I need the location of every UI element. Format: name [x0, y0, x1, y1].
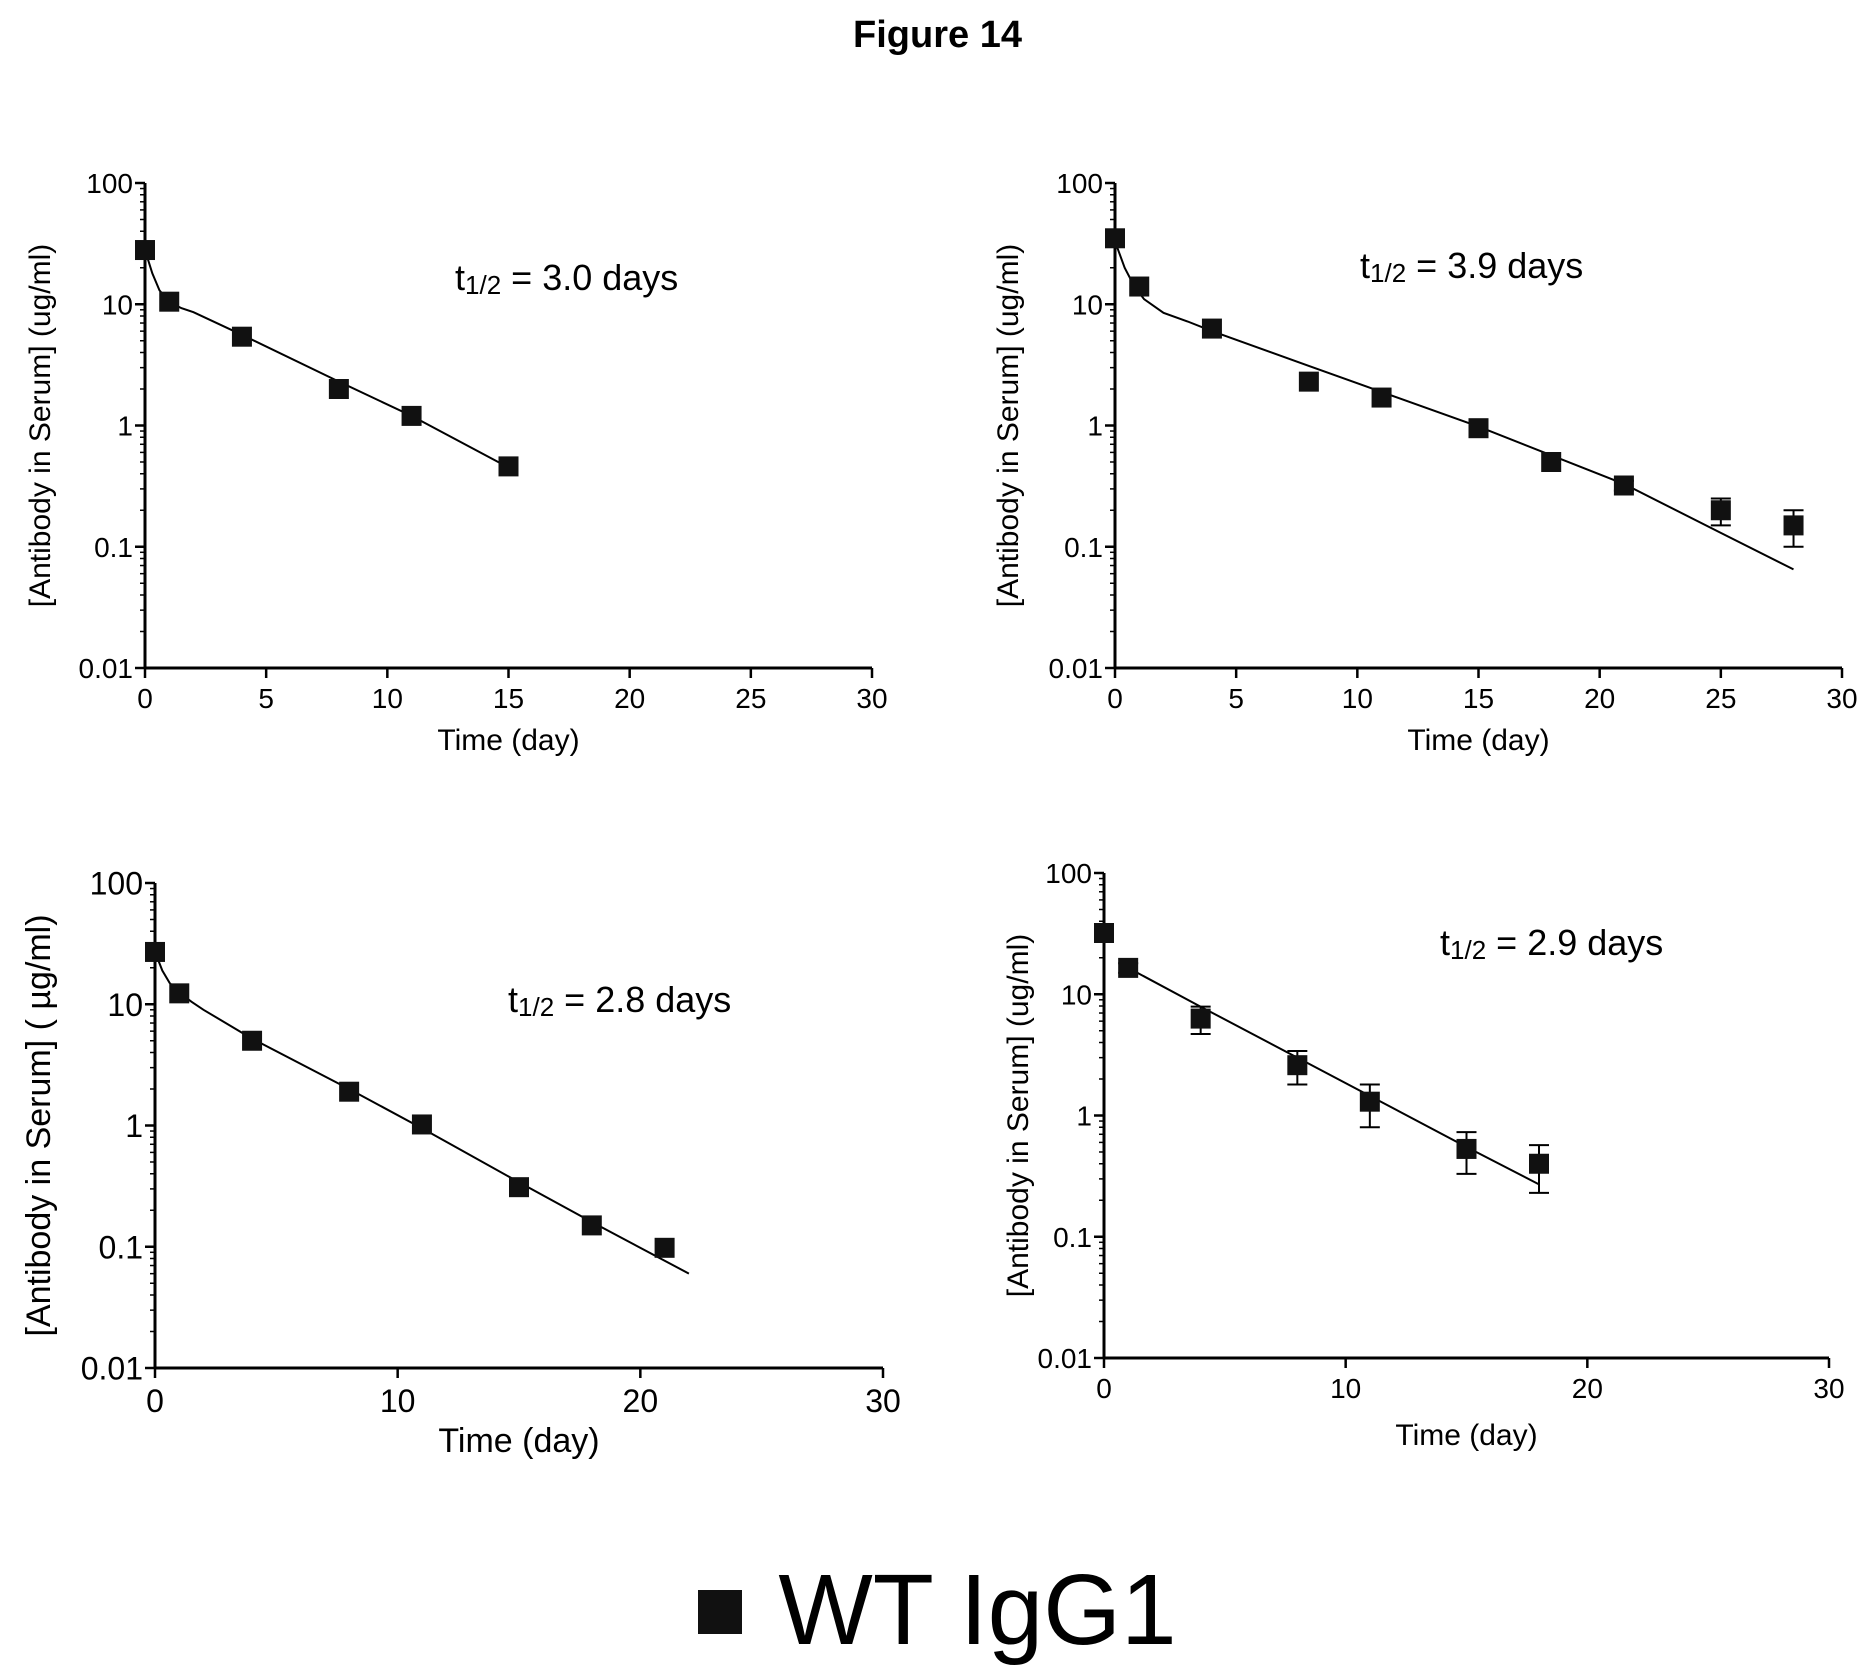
- x-axis-label: Time (day): [437, 724, 579, 757]
- x-axis-label: Time (day): [438, 1422, 599, 1460]
- y-tick-label: 1: [1087, 411, 1103, 442]
- y-axis-label: [Antibody in Serum] (ug/ml): [24, 244, 57, 607]
- x-tick-label: 25: [735, 683, 766, 714]
- x-tick-label: 10: [372, 683, 403, 714]
- data-point: [339, 1081, 360, 1102]
- half-life-annotation: t1/2 = 2.9 days: [1440, 922, 1663, 965]
- data-point: [411, 1114, 432, 1135]
- x-tick-label: 10: [1342, 683, 1373, 714]
- x-tick-label: 30: [1813, 1373, 1844, 1404]
- half-life-annotation: t1/2 = 2.8 days: [508, 979, 731, 1022]
- y-tick-label: 0.01: [79, 653, 134, 684]
- y-tick-label: 0.01: [1049, 653, 1104, 684]
- x-tick-label: 20: [1572, 1373, 1603, 1404]
- data-point: [328, 379, 349, 400]
- data-point: [159, 291, 180, 312]
- legend-label: WT IgG1: [778, 1554, 1177, 1666]
- data-point: [1783, 515, 1804, 536]
- data-point: [401, 405, 422, 426]
- y-tick-label: 0.1: [99, 1229, 143, 1265]
- x-tick-label: 15: [493, 683, 524, 714]
- x-axis-label: Time (day): [1407, 724, 1549, 757]
- y-tick-label: 1: [1076, 1101, 1092, 1132]
- x-tick-label: 10: [1330, 1373, 1361, 1404]
- y-tick-label: 10: [107, 987, 143, 1023]
- half-life-annotation: t1/2 = 3.9 days: [1360, 245, 1583, 288]
- data-point: [1613, 475, 1634, 496]
- figure-title: Figure 14: [853, 14, 1022, 56]
- data-point: [581, 1215, 602, 1236]
- x-tick-label: 20: [614, 683, 645, 714]
- data-point: [145, 941, 165, 962]
- data-point: [1468, 418, 1489, 439]
- x-tick-label: 30: [1826, 683, 1857, 714]
- data-point: [1105, 228, 1125, 249]
- y-axis-label: [Antibody in Serum] ( µg/ml): [20, 914, 58, 1336]
- x-tick-label: 0: [1096, 1373, 1112, 1404]
- data-point: [1129, 276, 1150, 297]
- y-tick-label: 0.1: [1053, 1222, 1092, 1253]
- x-tick-label: 30: [865, 1383, 901, 1419]
- x-tick-label: 0: [146, 1383, 164, 1419]
- y-tick-label: 10: [1061, 979, 1092, 1010]
- x-tick-label: 10: [380, 1383, 416, 1419]
- x-tick-label: 0: [137, 683, 153, 714]
- y-tick-label: 0.01: [1038, 1343, 1093, 1374]
- x-tick-label: 20: [1584, 683, 1615, 714]
- legend: WT IgG1: [0, 1555, 1875, 1665]
- data-point: [1359, 1091, 1380, 1112]
- legend-marker: [698, 1589, 743, 1634]
- half-life-annotation: t1/2 = 3.0 days: [455, 257, 678, 300]
- y-tick-label: 10: [102, 289, 133, 320]
- data-point: [1287, 1055, 1308, 1076]
- data-point: [1529, 1153, 1549, 1174]
- y-axis-label: [Antibody in Serum] (ug/ml): [992, 244, 1025, 607]
- y-tick-label: 100: [1045, 858, 1092, 889]
- data-point: [509, 1177, 529, 1198]
- data-point: [1541, 451, 1562, 472]
- fit-curve: [154, 951, 690, 1275]
- y-tick-label: 1: [117, 411, 133, 442]
- data-point: [1190, 1008, 1211, 1029]
- x-tick-label: 25: [1705, 683, 1736, 714]
- x-tick-label: 5: [258, 683, 274, 714]
- data-point: [135, 240, 155, 261]
- data-point: [1371, 387, 1392, 408]
- data-point: [231, 326, 252, 347]
- x-tick-label: 15: [1463, 683, 1494, 714]
- fit-curve: [1127, 967, 1540, 1186]
- fit-curve: [144, 249, 509, 469]
- x-tick-label: 30: [856, 683, 887, 714]
- data-point: [654, 1237, 675, 1258]
- data-point: [1201, 318, 1222, 339]
- y-tick-label: 100: [86, 168, 133, 199]
- data-point: [242, 1030, 263, 1051]
- y-tick-label: 0.1: [1064, 532, 1103, 563]
- y-axis-label: [Antibody in Serum] (ug/ml): [1002, 934, 1035, 1297]
- data-point: [1094, 923, 1114, 944]
- y-tick-label: 10: [1072, 289, 1103, 320]
- x-tick-label: 20: [623, 1383, 659, 1419]
- y-tick-label: 0.01: [81, 1351, 143, 1387]
- data-point: [498, 456, 519, 477]
- data-point: [1298, 371, 1319, 392]
- data-point: [1118, 957, 1139, 978]
- x-axis-label: Time (day): [1395, 1419, 1537, 1452]
- y-tick-label: 1: [125, 1108, 143, 1144]
- x-tick-label: 5: [1228, 683, 1244, 714]
- data-point: [169, 983, 190, 1004]
- data-point: [1456, 1138, 1477, 1159]
- data-point: [1710, 500, 1731, 521]
- y-tick-label: 100: [90, 866, 143, 902]
- y-tick-label: 100: [1056, 168, 1103, 199]
- x-tick-label: 0: [1107, 683, 1123, 714]
- y-tick-label: 0.1: [94, 532, 133, 563]
